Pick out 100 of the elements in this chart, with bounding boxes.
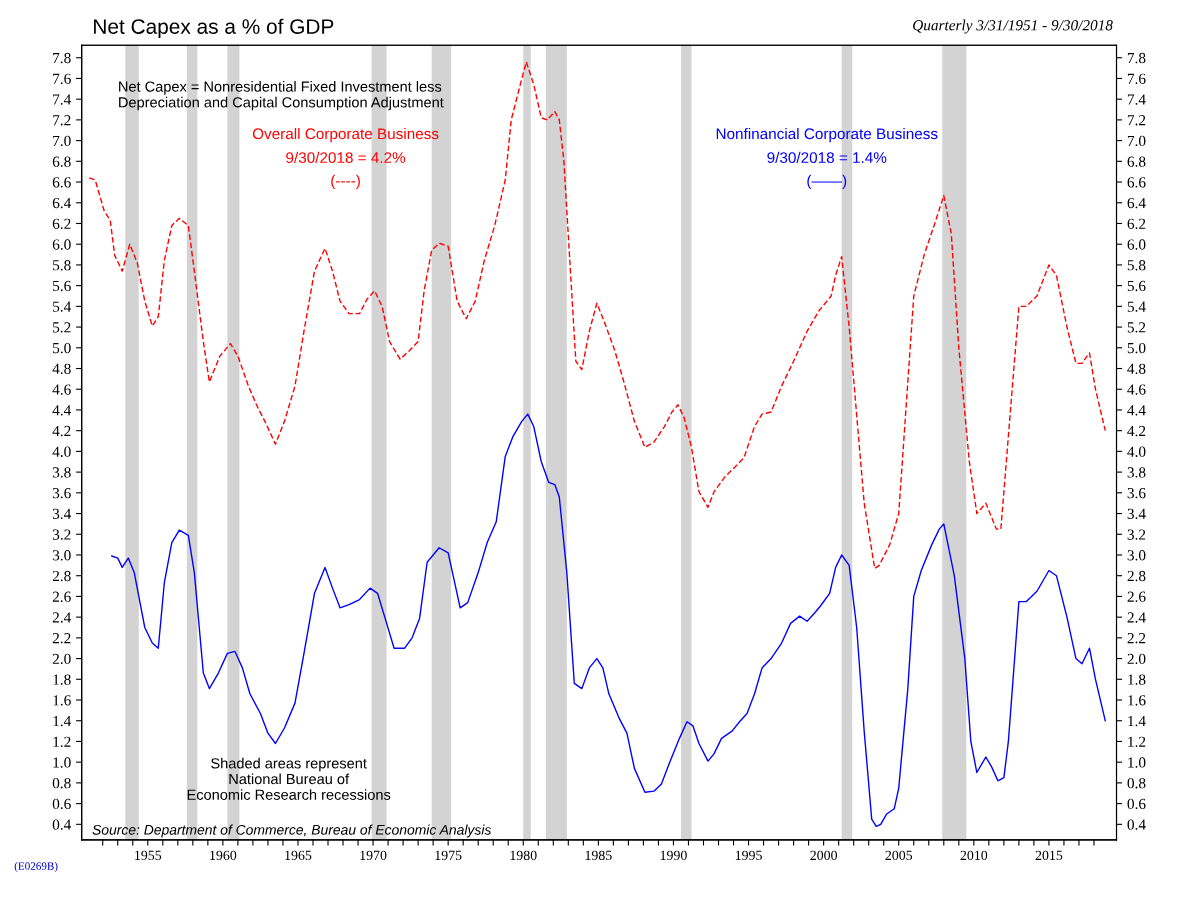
- y2-tick-label: 6.0: [1127, 239, 1146, 250]
- x-tick-label: 2005: [885, 850, 913, 861]
- y2-tick-label: 7.6: [1127, 73, 1146, 84]
- y-tick-label: 1.8: [53, 674, 71, 685]
- annotation: 9/30/2018 = 4.2%: [286, 151, 406, 164]
- y-tick-label: 5.4: [53, 301, 72, 312]
- y-tick-label: 6.2: [52, 218, 71, 229]
- annotation: (——): [807, 174, 847, 190]
- y2-tick-label: 0.6: [1127, 798, 1146, 810]
- y2-tick-label: 5.6: [1127, 280, 1146, 292]
- y2-tick-label: 5.4: [1127, 301, 1146, 312]
- x-tick-label: 1980: [510, 850, 537, 861]
- y2-tick-label: 7.2: [1127, 115, 1146, 126]
- y2-tick-label: 7.0: [1127, 135, 1146, 147]
- x-tick-label: 1990: [660, 850, 687, 861]
- x-tick-label: 1970: [360, 850, 387, 861]
- y-tick-label: 7.6: [53, 73, 71, 84]
- y-tick-label: 2.0: [52, 653, 71, 665]
- chart-subtitle: Quarterly 3/31/1951 - 9/30/2018: [913, 19, 1113, 34]
- y2-tick-label: 2.2: [1127, 633, 1146, 644]
- y2-tick-label: 2.4: [1127, 612, 1146, 623]
- y2-tick-label: 1.2: [1128, 736, 1146, 747]
- y2-tick-label: 6.8: [1127, 156, 1146, 167]
- y2-tick-label: 4.4: [1127, 405, 1146, 416]
- y-tick-label: 1.0: [53, 757, 71, 768]
- y-tick-label: 2.6: [52, 591, 71, 602]
- annotation: (----): [331, 174, 360, 190]
- y2-tick-label: 1.4: [1128, 715, 1146, 727]
- y-tick-label: 4.6: [52, 384, 71, 395]
- y-tick-label: 2.2: [52, 633, 71, 644]
- y-tick-label: 0.4: [52, 819, 72, 830]
- y-tick-label: 3.0: [52, 550, 71, 561]
- y-tick-label: 3.6: [52, 488, 71, 499]
- annotation: Shaded areas represent National Bureau of Economic Research recessions: [187, 757, 391, 800]
- text: (E0269B): [14, 862, 58, 873]
- y-tick-label: 6.8: [52, 156, 71, 167]
- y-tick-label: 1.2: [53, 736, 71, 747]
- y2-tick-label: 4.2: [1127, 425, 1146, 437]
- x-tick-label: 1995: [735, 850, 762, 861]
- y2-tick-label: 6.2: [1127, 218, 1146, 229]
- y-tick-label: 0.8: [52, 778, 71, 789]
- y-tick-label: 6.4: [52, 197, 72, 209]
- y-tick-label: 0.6: [52, 798, 71, 810]
- annotation: Net Capex = Nonresidential Fixed Investment less Depreciation and Capital Consumption Adjustment: [119, 81, 444, 111]
- y2-tick-label: 5.2: [1127, 322, 1146, 333]
- y2-tick-label: 2.6: [1127, 591, 1146, 602]
- y-tick-label: 2.8: [52, 570, 71, 582]
- y2-tick-label: 2.8: [1127, 570, 1146, 582]
- y-tick-label: 3.8: [52, 467, 71, 478]
- y-tick-label: 7.4: [53, 94, 72, 105]
- text: Overall Corporate Business: [252, 127, 439, 143]
- line-series: [88, 61, 1106, 570]
- y2-tick-label: 3.6: [1127, 488, 1146, 499]
- chart-title: Net Capex as a % of GDP: [94, 18, 334, 39]
- y2-tick-label: 4.0: [1127, 446, 1146, 457]
- y2-tick-label: 0.8: [1127, 778, 1146, 789]
- y2-tick-label: 3.4: [1127, 508, 1146, 520]
- y-tick-label: 4.2: [52, 425, 71, 437]
- x-tick-label: 1965: [285, 850, 312, 861]
- y2-tick-label: 6.6: [1127, 177, 1146, 188]
- y2-tick-label: 4.8: [1127, 363, 1146, 375]
- y2-tick-label: 7.8: [1127, 52, 1146, 64]
- y2-tick-label: 6.4: [1127, 197, 1146, 209]
- annotation: 9/30/2018 = 1.4%: [767, 151, 887, 164]
- y2-tick-label: 3.2: [1127, 529, 1146, 540]
- y-tick-label: 7.8: [53, 52, 71, 64]
- y-tick-label: 4.8: [52, 363, 71, 375]
- y-tick-label: 3.2: [52, 529, 71, 540]
- y2-tick-label: 4.6: [1127, 384, 1146, 395]
- y2-tick-label: 3.8: [1127, 467, 1146, 478]
- y-tick-label: 6.6: [52, 177, 71, 188]
- y2-tick-label: 0.4: [1127, 819, 1146, 830]
- annotation: Source: Department of Commerce, Bureau of Economic Analysis: [92, 824, 492, 838]
- y-tick-label: 5.6: [53, 280, 71, 292]
- y-tick-label: 5.2: [53, 322, 71, 333]
- y-tick-label: 7.0: [53, 135, 71, 147]
- x-tick-label: 1975: [435, 850, 462, 861]
- y2-tick-label: 7.4: [1127, 94, 1146, 105]
- y-tick-label: 7.2: [53, 115, 71, 126]
- x-tick-label: 1985: [585, 850, 612, 861]
- y-tick-label: 4.4: [52, 405, 72, 416]
- y-tick-label: 3.4: [52, 508, 72, 520]
- y2-tick-label: 1.6: [1128, 695, 1146, 706]
- y2-tick-label: 1.8: [1128, 674, 1146, 685]
- x-tick-label: 2000: [810, 850, 837, 861]
- y-tick-label: 5.0: [53, 342, 71, 354]
- y2-tick-label: 1.0: [1128, 757, 1146, 768]
- y-tick-label: 6.0: [52, 239, 71, 250]
- y-tick-label: 5.8: [53, 260, 71, 271]
- x-tick-label: 1960: [210, 850, 237, 861]
- x-tick-label: 2010: [960, 850, 988, 861]
- y-tick-label: 2.4: [52, 612, 72, 623]
- x-tick-label: 2015: [1035, 850, 1063, 861]
- x-tick-label: 1955: [135, 850, 162, 861]
- y-tick-label: 4.0: [52, 446, 71, 457]
- text: Nonfinancial Corporate Business: [716, 127, 938, 143]
- y-tick-label: 1.4: [53, 715, 72, 727]
- y-tick-label: 1.6: [53, 695, 71, 706]
- y2-tick-label: 3.0: [1127, 550, 1146, 561]
- y2-tick-label: 2.0: [1127, 653, 1146, 665]
